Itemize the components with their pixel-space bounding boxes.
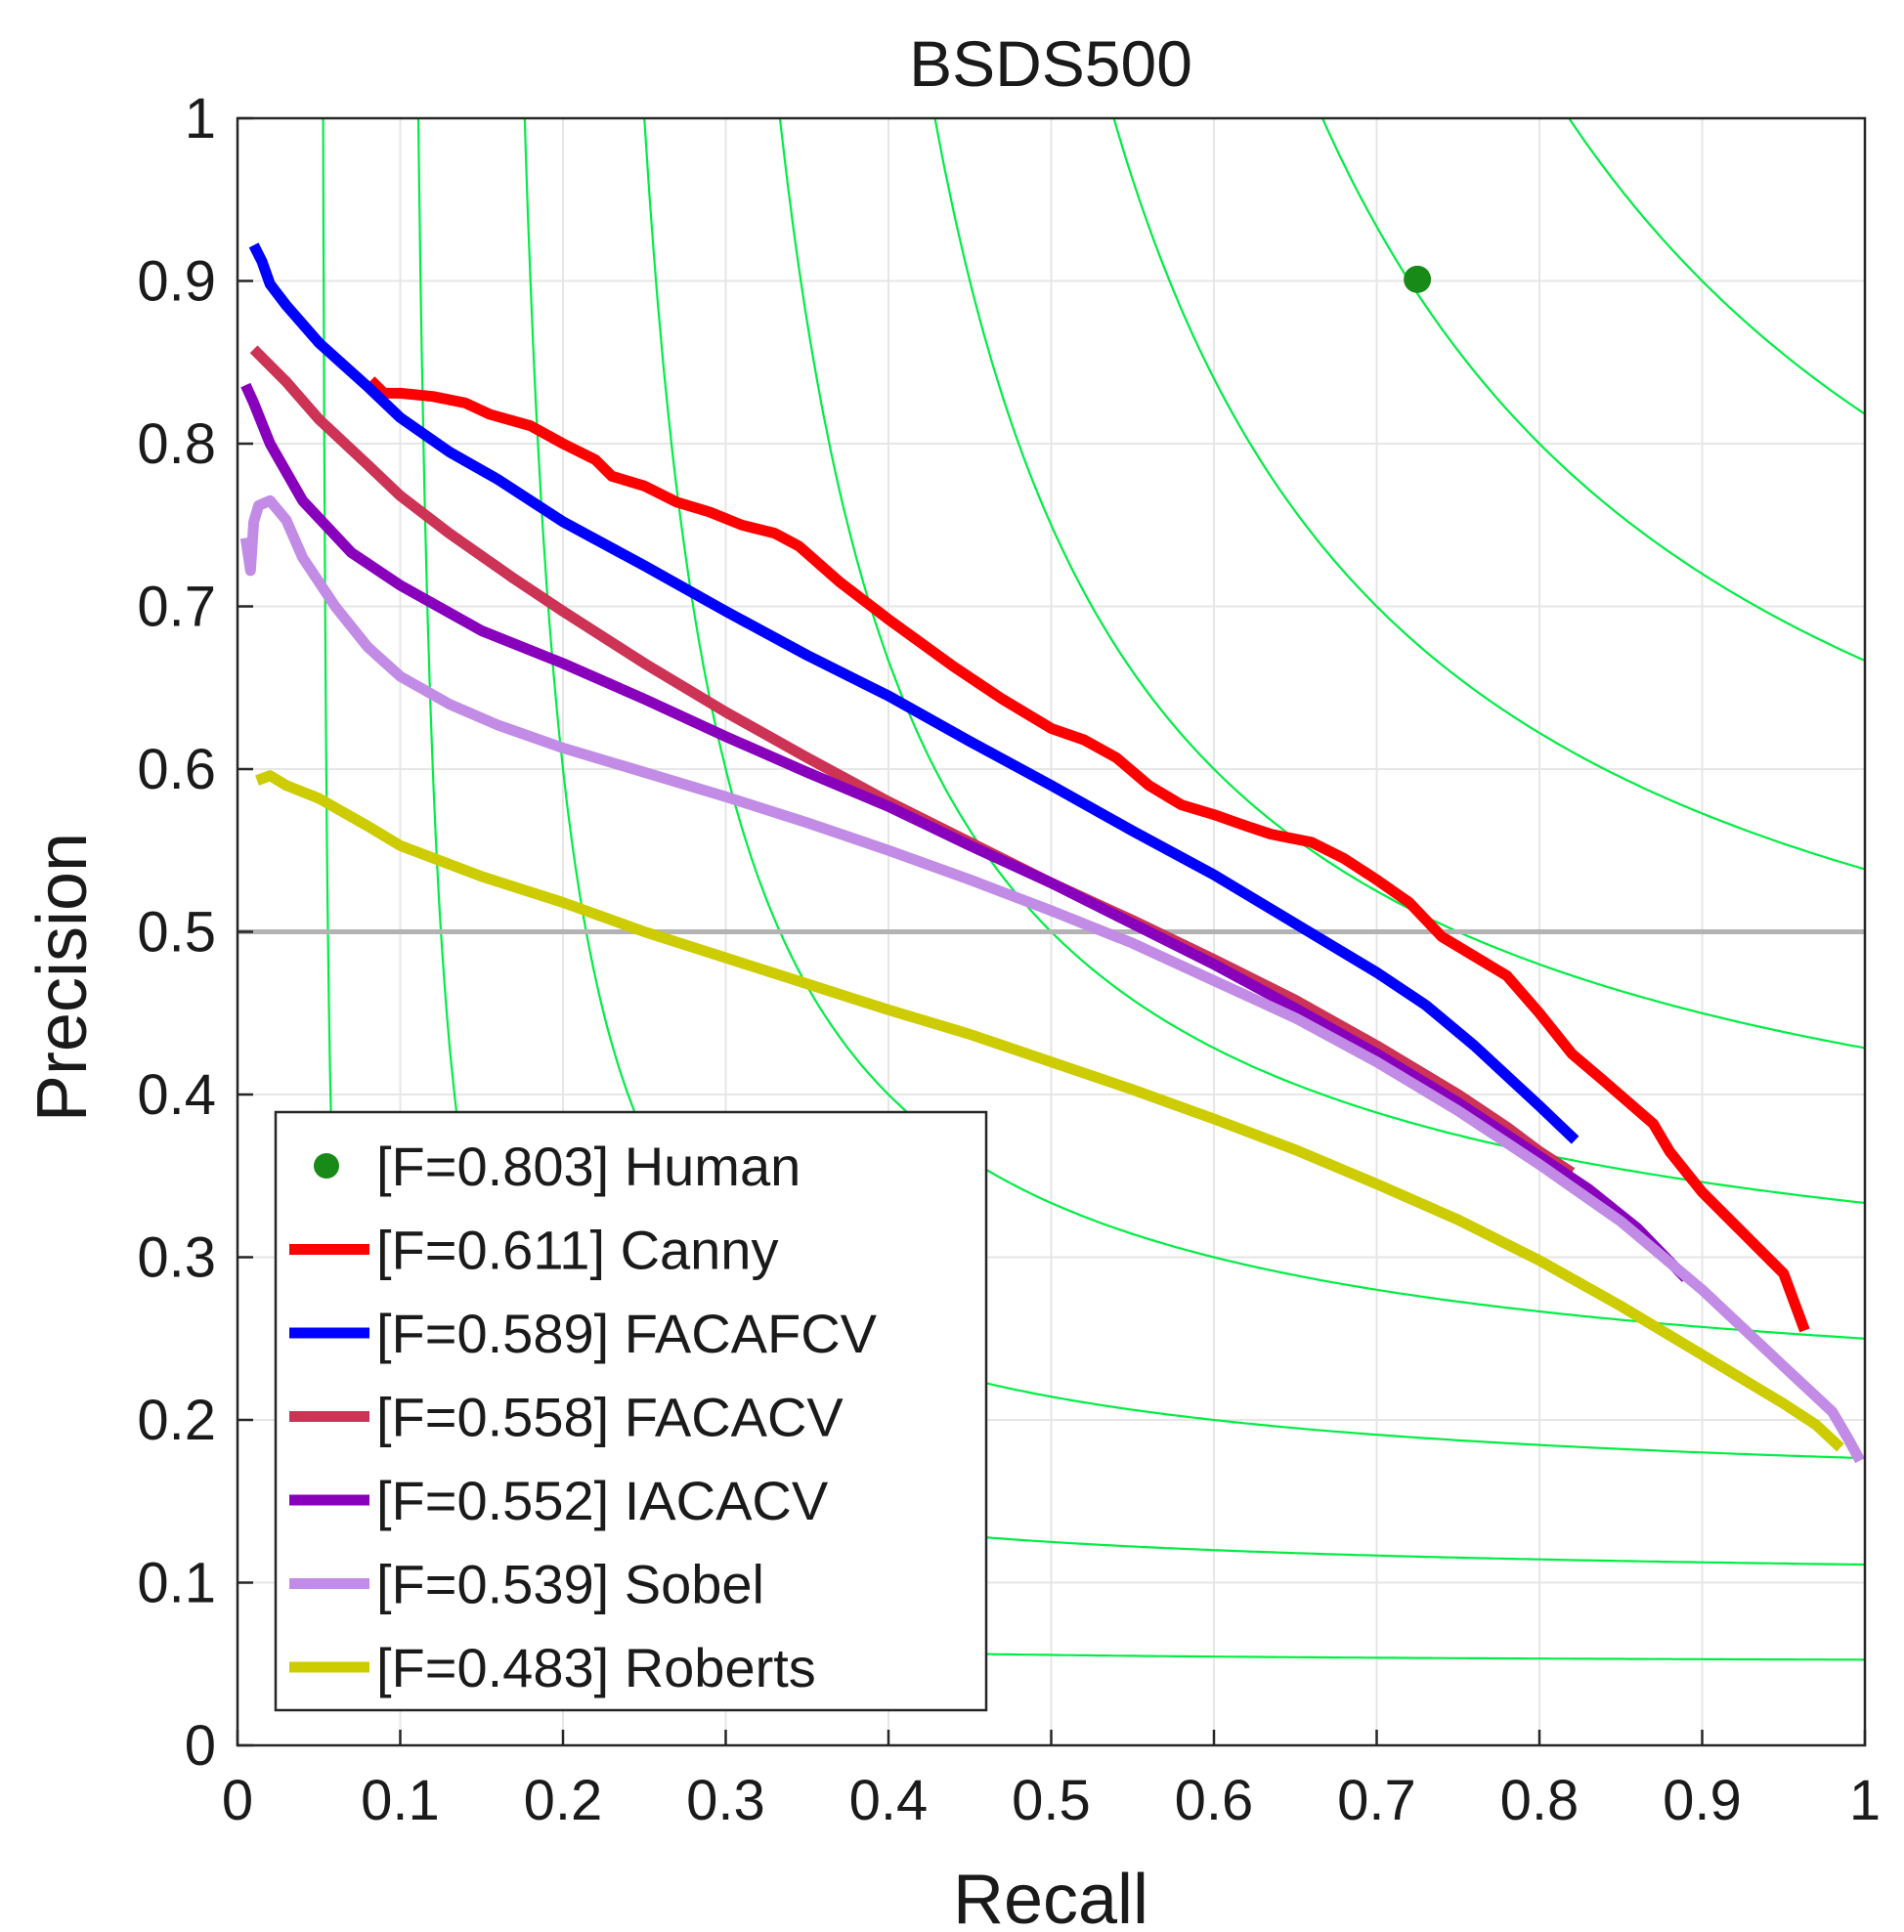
x-tick-label-9: 0.9 <box>1663 1769 1742 1832</box>
x-tick-label-8: 0.8 <box>1500 1769 1579 1832</box>
legend-entry-iacacv: [F=0.552] IACACV <box>289 1470 829 1531</box>
x-tick-label-5: 0.5 <box>1012 1769 1091 1832</box>
iso-f-contour-0.5 <box>778 118 1865 1205</box>
y-tick-label-0: 0 <box>185 1714 216 1778</box>
x-tick-label-1: 0.1 <box>361 1769 440 1832</box>
y-tick-label-1: 0.1 <box>137 1552 216 1615</box>
iso-f-contour-0.7 <box>1112 118 1865 871</box>
legend-label-canny: [F=0.611] Canny <box>376 1220 778 1281</box>
series-line-roberts <box>255 770 1844 1452</box>
y-tick-labels: 0 0.1 0.2 0.3 0.4 0.5 0.6 0.7 0.8 0.9 1 <box>137 87 253 1778</box>
y-tick-label-7: 0.7 <box>137 576 216 639</box>
legend-entry-sobel: [F=0.539] Sobel <box>289 1554 764 1615</box>
human-point <box>1404 265 1432 293</box>
chart-title: BSDS500 <box>909 27 1192 100</box>
x-tick-label-10: 1 <box>1849 1769 1881 1832</box>
y-tick-label-8: 0.8 <box>137 412 216 476</box>
y-tick-label-9: 0.9 <box>137 250 216 314</box>
legend-entry-canny: [F=0.611] Canny <box>289 1220 778 1281</box>
x-tick-label-7: 0.7 <box>1337 1769 1416 1832</box>
x-tick-label-0: 0 <box>222 1769 253 1832</box>
legend-label-roberts: [F=0.483] Roberts <box>376 1637 816 1698</box>
x-tick-labels: 0 0.1 0.2 0.3 0.4 0.5 0.6 0.7 0.8 0.9 1 <box>222 1730 1881 1832</box>
legend-label-sobel: [F=0.539] Sobel <box>376 1554 764 1615</box>
y-tick-label-6: 0.6 <box>137 738 216 801</box>
y-tick-label-10: 1 <box>185 87 216 150</box>
series-line-iacacv <box>240 382 1690 1282</box>
legend-marker-human <box>314 1153 339 1179</box>
legend-entry-roberts: [F=0.483] Roberts <box>289 1637 816 1698</box>
iso-f-contour-0.9 <box>1567 118 1865 415</box>
y-tick-label-4: 0.4 <box>137 1063 216 1127</box>
y-tick-label-5: 0.5 <box>137 901 216 965</box>
x-axis-label: Recall <box>953 1861 1148 1932</box>
x-tick-label-6: 0.6 <box>1175 1769 1254 1832</box>
x-tick-label-4: 0.4 <box>849 1769 929 1832</box>
human-point-layer <box>1404 265 1432 293</box>
legend-label-facafcv: [F=0.589] FACAFCV <box>376 1303 878 1364</box>
legend-label-human: [F=0.803] Human <box>376 1136 801 1197</box>
legend-entry-facacv: [F=0.558] FACACV <box>289 1387 844 1448</box>
y-tick-label-3: 0.3 <box>137 1226 216 1290</box>
legend: [F=0.803] Human [F=0.611] Canny [F=0.589] … <box>274 1110 988 1712</box>
series-line-facacv <box>249 345 1576 1178</box>
x-tick-label-2: 0.2 <box>524 1769 603 1832</box>
series-lines <box>239 242 1865 1464</box>
y-axis-label: Precision <box>23 833 102 1122</box>
legend-entry-human: [F=0.803] Human <box>314 1136 801 1197</box>
series-line-facafcv <box>248 242 1579 1144</box>
series-line-canny <box>367 376 1810 1333</box>
legend-box <box>274 1110 988 1712</box>
x-tick-label-3: 0.3 <box>686 1769 765 1832</box>
y-tick-label-2: 0.2 <box>137 1389 216 1452</box>
iso-f-contour-0.8 <box>1320 118 1865 663</box>
legend-entry-facafcv: [F=0.589] FACAFCV <box>289 1303 878 1364</box>
iso-f-contour-0.6 <box>933 118 1865 1050</box>
legend-label-iacacv: [F=0.552] IACACV <box>376 1470 829 1531</box>
legend-label-facacv: [F=0.558] FACACV <box>376 1387 844 1448</box>
series-line-sobel <box>239 494 1865 1464</box>
iso-f-contour-0.4 <box>643 118 1865 1340</box>
